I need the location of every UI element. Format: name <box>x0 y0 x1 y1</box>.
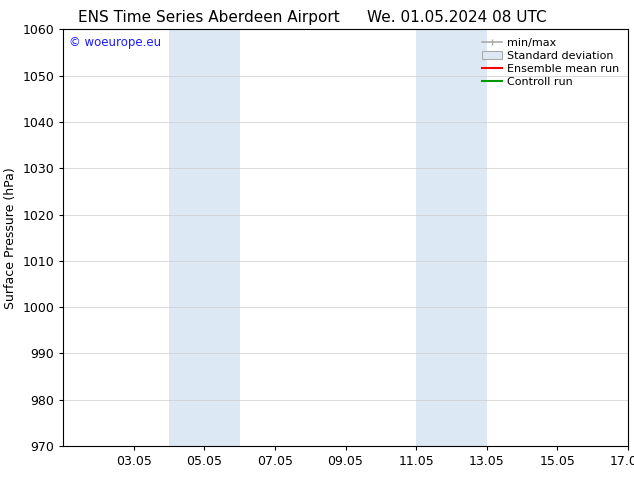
Bar <box>416 29 451 446</box>
Bar <box>451 29 487 446</box>
Bar <box>169 29 204 446</box>
Bar <box>204 29 240 446</box>
Legend: min/max, Standard deviation, Ensemble mean run, Controll run: min/max, Standard deviation, Ensemble me… <box>479 35 622 90</box>
Text: We. 01.05.2024 08 UTC: We. 01.05.2024 08 UTC <box>366 10 547 25</box>
Y-axis label: Surface Pressure (hPa): Surface Pressure (hPa) <box>4 167 17 309</box>
Text: ENS Time Series Aberdeen Airport: ENS Time Series Aberdeen Airport <box>79 10 340 25</box>
Text: © woeurope.eu: © woeurope.eu <box>69 36 161 49</box>
